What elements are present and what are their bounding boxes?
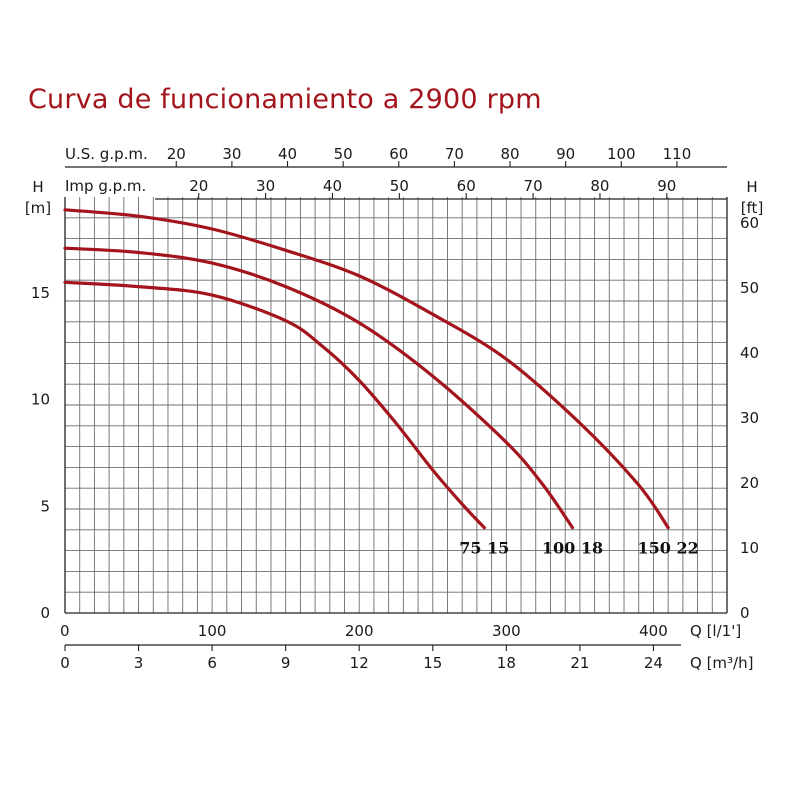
m3h-tick-label: 3: [134, 654, 144, 672]
impgpm-tick-label: 90: [657, 177, 676, 195]
usgpm-tick-label: 60: [389, 145, 408, 163]
left-tick-label: 15: [31, 284, 50, 302]
impgpm-tick-label: 60: [457, 177, 476, 195]
series-line-2: [63, 246, 575, 530]
impgpm-tick-label: 20: [189, 177, 208, 195]
impgpm-tick-label: 30: [256, 177, 275, 195]
lpm-tick-label: 400: [639, 622, 668, 640]
lpm-tick-label: 0: [60, 622, 70, 640]
left-axis-label: H: [32, 178, 43, 196]
right-tick-label: 40: [740, 344, 759, 362]
m3h-tick-label: 9: [281, 654, 291, 672]
usgpm-axis-label: U.S. g.p.m.: [65, 145, 148, 163]
right-tick-label: 50: [740, 279, 759, 297]
series-label-2: 100 18: [542, 539, 603, 558]
impgpm-tick-label: 80: [590, 177, 609, 195]
m3h-axis-label: Q [m³/h]: [690, 654, 753, 672]
series-label-3: 150 22: [638, 539, 699, 558]
m3h-tick-label: 21: [570, 654, 589, 672]
impgpm-tick-label: 50: [390, 177, 409, 195]
lpm-tick-label: 300: [492, 622, 521, 640]
chart-axes: [64, 161, 728, 651]
usgpm-tick-label: 40: [278, 145, 297, 163]
usgpm-tick-label: 80: [500, 145, 519, 163]
lpm-tick-label: 100: [198, 622, 227, 640]
m3h-tick-label: 6: [207, 654, 217, 672]
chart-grid: [65, 197, 727, 613]
m3h-tick-label: 12: [350, 654, 369, 672]
m3h-tick-label: 15: [423, 654, 442, 672]
right-axis-label: H: [746, 178, 757, 196]
m3h-tick-label: 18: [497, 654, 516, 672]
m3h-tick-label: 0: [60, 654, 70, 672]
chart-series: [63, 208, 670, 530]
impgpm-tick-label: 40: [323, 177, 342, 195]
lpm-axis-label: Q [l/1']: [690, 622, 741, 640]
right-tick-label: 10: [740, 539, 759, 557]
right-axis-unit: [ft]: [741, 199, 764, 217]
left-axis-unit: [m]: [25, 199, 51, 217]
chart-title: Curva de funcionamiento a 2900 rpm: [28, 84, 542, 115]
series-line-1: [63, 280, 486, 530]
right-tick-label: 60: [740, 214, 759, 232]
left-tick-label: 10: [31, 391, 50, 409]
usgpm-tick-label: 110: [663, 145, 692, 163]
left-tick-label: 0: [40, 604, 50, 622]
usgpm-tick-label: 90: [556, 145, 575, 163]
impgpm-tick-label: 70: [524, 177, 543, 195]
right-tick-label: 30: [740, 409, 759, 427]
impgpm-axis-label: Imp g.p.m.: [65, 177, 146, 195]
usgpm-tick-label: 50: [334, 145, 353, 163]
left-tick-label: 5: [40, 497, 50, 515]
m3h-tick-label: 24: [644, 654, 663, 672]
usgpm-tick-label: 100: [607, 145, 636, 163]
usgpm-tick-label: 20: [167, 145, 186, 163]
usgpm-tick-label: 70: [445, 145, 464, 163]
lpm-tick-label: 200: [345, 622, 374, 640]
right-tick-label: 20: [740, 474, 759, 492]
right-tick-label: 0: [740, 604, 750, 622]
series-line-3: [63, 208, 670, 530]
usgpm-tick-label: 30: [222, 145, 241, 163]
series-label-1: 75 15: [459, 539, 509, 558]
